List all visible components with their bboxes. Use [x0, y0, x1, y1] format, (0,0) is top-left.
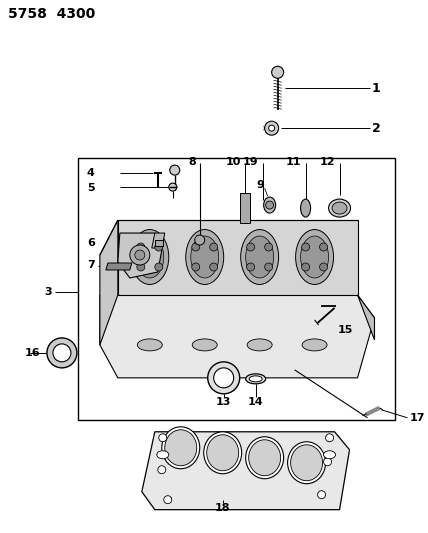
Circle shape [210, 243, 218, 251]
Text: 10: 10 [225, 157, 241, 167]
Ellipse shape [249, 440, 281, 476]
Text: 9: 9 [257, 180, 265, 190]
Circle shape [137, 243, 145, 251]
Ellipse shape [264, 197, 276, 213]
Circle shape [53, 344, 71, 362]
Circle shape [158, 466, 166, 474]
Text: 12: 12 [320, 157, 336, 167]
Text: 3: 3 [45, 287, 52, 297]
Bar [155, 240, 163, 246]
Circle shape [195, 235, 205, 245]
Text: 2: 2 [372, 122, 380, 135]
Ellipse shape [247, 339, 272, 351]
Bar [78, 158, 395, 420]
Polygon shape [152, 233, 165, 248]
Ellipse shape [300, 199, 311, 217]
Ellipse shape [291, 445, 323, 481]
Polygon shape [100, 220, 118, 345]
Ellipse shape [332, 202, 347, 214]
Text: 19: 19 [243, 157, 259, 167]
Circle shape [266, 201, 273, 209]
Circle shape [320, 243, 327, 251]
Ellipse shape [137, 339, 162, 351]
Ellipse shape [302, 339, 327, 351]
Circle shape [265, 243, 273, 251]
Ellipse shape [165, 430, 197, 466]
Ellipse shape [329, 199, 351, 217]
Text: 1: 1 [372, 82, 380, 95]
Ellipse shape [157, 451, 169, 459]
Circle shape [192, 243, 200, 251]
Ellipse shape [296, 230, 333, 285]
Circle shape [210, 263, 218, 271]
Circle shape [265, 121, 279, 135]
Circle shape [247, 243, 255, 251]
Text: 13: 13 [216, 397, 232, 407]
Text: 4: 4 [87, 168, 95, 178]
Ellipse shape [249, 376, 262, 382]
Text: 7: 7 [87, 260, 95, 270]
Circle shape [155, 263, 163, 271]
Ellipse shape [191, 236, 219, 278]
Polygon shape [106, 263, 132, 270]
Text: 16: 16 [24, 348, 40, 358]
Text: 11: 11 [286, 157, 302, 167]
Ellipse shape [207, 435, 239, 471]
Text: 17: 17 [410, 413, 425, 423]
Text: 8: 8 [188, 157, 196, 167]
Polygon shape [357, 295, 374, 340]
Circle shape [326, 434, 333, 442]
Ellipse shape [246, 437, 284, 479]
Polygon shape [142, 432, 350, 510]
Circle shape [208, 362, 240, 394]
Circle shape [265, 263, 273, 271]
Circle shape [47, 338, 77, 368]
Ellipse shape [246, 236, 273, 278]
Circle shape [135, 250, 145, 260]
Ellipse shape [186, 230, 224, 285]
Polygon shape [118, 233, 162, 278]
Circle shape [214, 368, 234, 388]
Ellipse shape [162, 427, 200, 469]
Ellipse shape [300, 236, 329, 278]
Polygon shape [118, 220, 357, 295]
Circle shape [302, 243, 309, 251]
Text: 14: 14 [248, 397, 264, 407]
Ellipse shape [204, 432, 242, 474]
Ellipse shape [241, 230, 279, 285]
Circle shape [247, 263, 255, 271]
Circle shape [272, 66, 284, 78]
Text: 6: 6 [87, 238, 95, 248]
Circle shape [137, 263, 145, 271]
Text: 18: 18 [215, 503, 230, 513]
Circle shape [155, 243, 163, 251]
Circle shape [170, 165, 180, 175]
Ellipse shape [324, 451, 336, 459]
Ellipse shape [136, 236, 164, 278]
Circle shape [130, 245, 150, 265]
Text: 15: 15 [338, 325, 353, 335]
Circle shape [318, 491, 326, 499]
Circle shape [169, 183, 177, 191]
Circle shape [324, 458, 332, 466]
Ellipse shape [192, 339, 217, 351]
Circle shape [269, 125, 275, 131]
Circle shape [320, 263, 327, 271]
Circle shape [164, 496, 172, 504]
Text: 5: 5 [87, 183, 95, 193]
Circle shape [159, 434, 167, 442]
Text: 5758  4300: 5758 4300 [8, 7, 95, 21]
Ellipse shape [131, 230, 169, 285]
Bar [240, 193, 250, 223]
Polygon shape [100, 295, 374, 378]
Circle shape [302, 263, 309, 271]
Circle shape [192, 263, 200, 271]
Ellipse shape [288, 442, 326, 484]
Ellipse shape [246, 374, 266, 384]
